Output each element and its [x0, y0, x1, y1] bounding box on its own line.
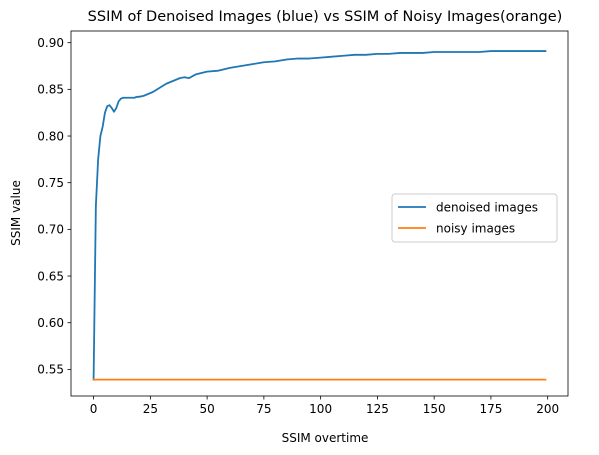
y-tick-label: 0.70 [37, 223, 64, 237]
legend: denoised images noisy images [392, 194, 557, 242]
y-tick-label: 0.65 [37, 269, 64, 283]
y-axis: 0.55 0.60 0.65 0.70 0.75 0.80 0.85 0.90 [37, 36, 71, 377]
x-axis: 0 25 50 75 100 125 150 175 200 [90, 396, 559, 416]
y-tick-label: 0.55 [37, 363, 64, 377]
x-tick-label: 50 [199, 402, 214, 416]
x-tick-label: 0 [90, 402, 98, 416]
chart-title: SSIM of Denoised Images (blue) vs SSIM o… [88, 9, 563, 25]
x-tick-label: 100 [309, 402, 332, 416]
x-tick-label: 75 [256, 402, 271, 416]
x-tick-label: 175 [479, 402, 502, 416]
y-tick-label: 0.80 [37, 129, 64, 143]
y-tick-label: 0.85 [37, 83, 64, 97]
x-tick-label: 125 [366, 402, 389, 416]
legend-label-denoised: denoised images [436, 201, 538, 215]
y-axis-label: SSIM value [9, 180, 23, 246]
legend-label-noisy: noisy images [436, 222, 515, 236]
y-tick-label: 0.90 [37, 36, 64, 50]
x-tick-label: 25 [143, 402, 158, 416]
y-tick-label: 0.60 [37, 316, 64, 330]
x-axis-label: SSIM overtime [282, 431, 369, 445]
x-tick-label: 150 [423, 402, 446, 416]
x-tick-label: 200 [536, 402, 559, 416]
y-tick-label: 0.75 [37, 176, 64, 190]
